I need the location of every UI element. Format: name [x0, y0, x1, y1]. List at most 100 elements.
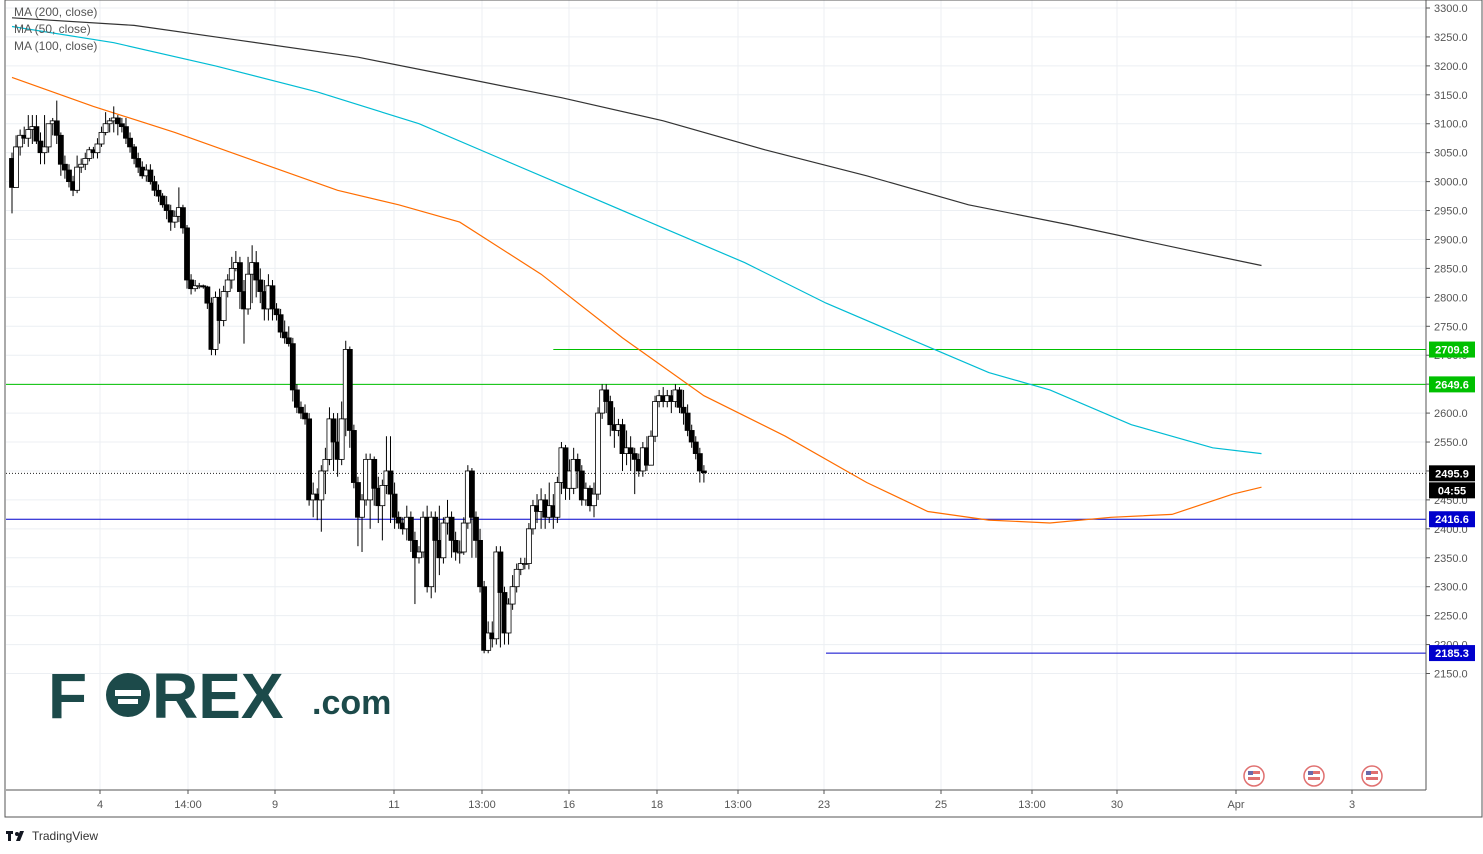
- x-tick-label: 30: [1111, 799, 1123, 811]
- candle-body: [371, 458, 378, 489]
- candle-body: [517, 563, 524, 570]
- level-label-bg: [1429, 645, 1475, 662]
- candle-body: [74, 166, 81, 191]
- level-label-bg: [1429, 511, 1475, 528]
- candle-body: [228, 268, 235, 281]
- candle-body: [473, 516, 479, 541]
- candle-body: [627, 447, 634, 454]
- tradingview-icon: [6, 831, 24, 841]
- moving-averages: [11, 17, 1262, 524]
- candle-body: [192, 285, 199, 290]
- x-tick-label: 14:00: [174, 799, 202, 811]
- candle-body: [66, 169, 72, 183]
- price-labels: 2709.8 2649.6 2416.6 2185.3 2495.9 04:55: [1429, 341, 1475, 662]
- x-tick-label: 11: [388, 799, 399, 811]
- candle-body: [245, 273, 251, 310]
- level-label: 2649.6: [1435, 379, 1469, 391]
- candle-body: [171, 215, 178, 223]
- x-tick-label: Apr: [1227, 799, 1244, 811]
- x-tick-label: 13:00: [724, 799, 752, 811]
- level-label: 2416.6: [1435, 514, 1469, 526]
- candle-body: [448, 516, 455, 541]
- x-tick-label: 18: [651, 799, 663, 811]
- candle-body: [62, 163, 68, 171]
- x-tick-label: 25: [935, 799, 947, 811]
- candle-body: [302, 412, 308, 420]
- candle-body: [281, 331, 288, 339]
- candle-body: [41, 146, 48, 154]
- flag-stripe: [1366, 771, 1378, 774]
- indicator-legend: MA (200, close) MA (50, close) MA (100, …: [14, 4, 97, 55]
- us-flag-icon[interactable]: [1303, 765, 1325, 787]
- y-tick-label: 2850.0: [1434, 263, 1468, 275]
- candle-body: [395, 516, 402, 524]
- candle-body: [648, 435, 654, 466]
- y-tick-label: 2750.0: [1434, 321, 1468, 333]
- candle-body: [253, 262, 260, 281]
- y-tick-label: 2300.0: [1434, 582, 1468, 594]
- y-tick-label: 2950.0: [1434, 206, 1468, 218]
- candle-body: [521, 563, 528, 565]
- candle-body: [123, 126, 129, 139]
- candle-body: [497, 551, 504, 593]
- level-label-bg: [1429, 376, 1475, 393]
- candle-body: [676, 389, 683, 408]
- candle-body: [391, 493, 398, 518]
- candle-body: [102, 123, 109, 133]
- y-tick-label: 3250.0: [1434, 32, 1468, 44]
- y-tick-label: 3000.0: [1434, 177, 1468, 189]
- level-label-bg: [1429, 341, 1475, 358]
- legend-ma50[interactable]: MA (50, close): [14, 22, 91, 36]
- candle-body: [350, 430, 357, 483]
- candle-body: [106, 120, 113, 125]
- candle-body: [224, 279, 231, 292]
- ma-line: [11, 17, 1262, 267]
- frame: [4, 0, 1483, 818]
- y-tick-label: 3050.0: [1434, 148, 1468, 160]
- candle-body: [692, 441, 699, 454]
- legend-ma100[interactable]: MA (100, close): [14, 39, 98, 53]
- tradingview-brand[interactable]: TradingView: [6, 826, 98, 846]
- countdown-label-bg: [1429, 482, 1475, 499]
- x-tick-label: 13:00: [468, 799, 496, 811]
- y-tick-label: 2350.0: [1434, 553, 1468, 565]
- candle-body: [346, 349, 353, 431]
- candle-body: [509, 586, 516, 605]
- candle-body: [456, 551, 463, 554]
- y-tick-label: 2600.0: [1434, 408, 1468, 420]
- svg-text:.com: .com: [312, 684, 391, 722]
- axes: 3300.0 3250.0 3200.0 3150.0 3100.0 3050.0 3000…: [4, 0, 1483, 818]
- svg-text:F: F: [48, 668, 87, 728]
- candle-body: [570, 458, 577, 489]
- candle-body: [86, 149, 93, 159]
- candle-body: [57, 134, 64, 165]
- candle-body: [289, 343, 296, 391]
- y-tick-label: 2800.0: [1434, 292, 1468, 304]
- candle-body: [359, 499, 365, 518]
- candle-body: [330, 418, 337, 443]
- candle-body: [17, 134, 24, 148]
- ma-line: [11, 25, 1262, 455]
- flag-canton: [1366, 771, 1371, 775]
- candle-body: [603, 389, 610, 402]
- candle-body: [155, 189, 162, 197]
- us-flag-icon[interactable]: [1361, 765, 1383, 787]
- legend-ma200[interactable]: MA (200, close): [14, 5, 98, 19]
- tradingview-label: TradingView: [32, 829, 99, 843]
- candle-body: [45, 123, 52, 148]
- candle-body: [53, 120, 60, 136]
- candle-body: [688, 430, 695, 443]
- y-tick-label: 2250.0: [1434, 611, 1468, 623]
- flag-stripe: [1308, 777, 1320, 780]
- y-tick-label: 3200.0: [1434, 61, 1468, 73]
- us-flag-icon[interactable]: [1243, 765, 1265, 787]
- x-tick-label: 16: [563, 799, 575, 811]
- candle-body: [163, 204, 170, 211]
- candle-body: [237, 262, 243, 292]
- candle-body: [114, 117, 121, 125]
- flag-stripe: [1366, 777, 1378, 780]
- candle-body: [619, 424, 626, 454]
- candle-body: [273, 308, 280, 316]
- x-tick-label: 23: [818, 799, 830, 811]
